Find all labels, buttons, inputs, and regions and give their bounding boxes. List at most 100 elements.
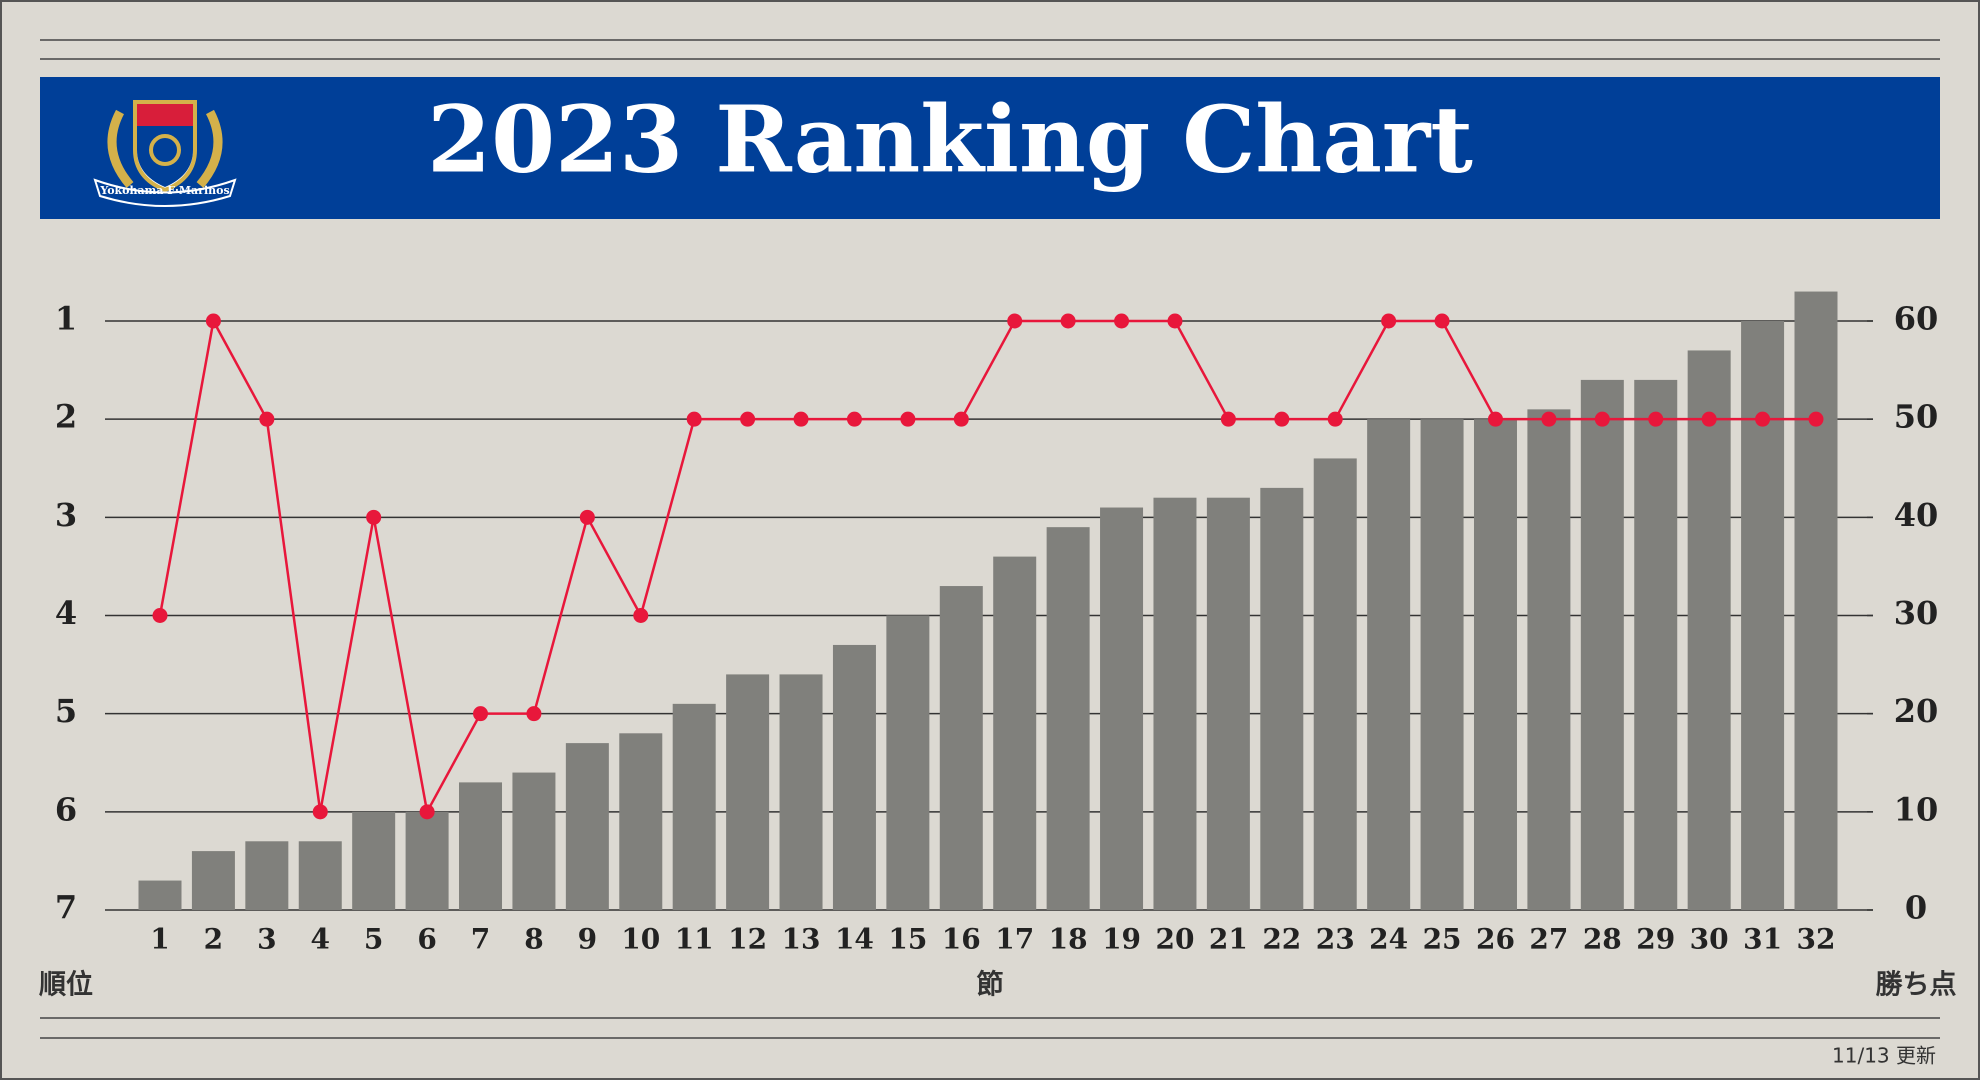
y2-tick-label: 30	[1894, 594, 1939, 632]
point	[1808, 411, 1824, 427]
bar	[779, 674, 823, 910]
x-tick-label: 7	[471, 923, 490, 956]
x-tick-label: 31	[1743, 923, 1782, 956]
y-tick-label: 5	[55, 692, 77, 730]
point	[1487, 411, 1503, 427]
bar	[1046, 527, 1090, 910]
point	[1434, 313, 1450, 329]
x-tick-label: 1	[150, 923, 169, 956]
point	[1114, 313, 1130, 329]
bar	[405, 811, 449, 910]
bar	[565, 743, 609, 910]
y2-tick-label: 60	[1894, 300, 1939, 338]
point	[366, 509, 382, 525]
bar	[1794, 291, 1838, 910]
bar	[512, 772, 556, 910]
x-tick-label: 25	[1423, 923, 1462, 956]
y-tick-label: 4	[55, 594, 77, 632]
logo: Yokohama F·Marinos	[93, 100, 237, 207]
bar	[459, 782, 503, 910]
x-tick-label: 16	[942, 923, 981, 956]
x-tick-label: 26	[1476, 923, 1515, 956]
bar	[1260, 487, 1304, 910]
bar	[1420, 419, 1464, 910]
bar	[191, 851, 235, 910]
y2-tick-label: 0	[1905, 889, 1927, 927]
bar	[298, 841, 342, 910]
y-tick-label: 1	[55, 300, 77, 338]
bar	[1153, 497, 1197, 910]
x-tick-label: 8	[524, 923, 543, 956]
x-tick-label: 12	[728, 923, 767, 956]
bar	[619, 733, 663, 910]
bar	[1100, 507, 1144, 910]
x-tick-label: 21	[1209, 923, 1248, 956]
x-tick-label: 15	[888, 923, 927, 956]
bar	[1527, 409, 1571, 910]
point	[846, 411, 862, 427]
y2-tick-label: 10	[1894, 790, 1939, 828]
point	[1701, 411, 1717, 427]
x-tick-label: 22	[1262, 923, 1301, 956]
x-tick-label: 11	[675, 923, 714, 956]
point	[686, 411, 702, 427]
x-tick-label: 9	[578, 923, 597, 956]
y-axis-label: 順位	[39, 969, 93, 1001]
point	[1220, 411, 1236, 427]
x-tick-label: 3	[257, 923, 276, 956]
x-tick-label: 2	[204, 923, 223, 956]
x-tick-label: 14	[835, 923, 874, 956]
x-tick-label: 17	[995, 923, 1034, 956]
update-note: 11/13 更新	[1832, 1044, 1936, 1068]
chart-title: 2023 Ranking Chart	[427, 86, 1473, 194]
x-tick-label: 30	[1690, 923, 1729, 956]
x-tick-label: 29	[1636, 923, 1675, 956]
bar	[245, 841, 289, 910]
y-tick-label: 2	[55, 398, 77, 436]
bar	[1367, 419, 1411, 910]
x-tick-label: 23	[1316, 923, 1355, 956]
point	[900, 411, 916, 427]
x-axis-label: 節	[977, 969, 1004, 1001]
x-tick-label: 18	[1049, 923, 1088, 956]
point	[793, 411, 809, 427]
x-tick-label: 4	[311, 923, 330, 956]
x-tick-label: 6	[417, 923, 436, 956]
point	[633, 608, 649, 623]
x-tick-label: 5	[364, 923, 383, 956]
point	[1755, 411, 1771, 427]
bar	[1687, 350, 1731, 910]
point	[526, 706, 542, 722]
point	[1060, 313, 1076, 329]
bar	[672, 703, 716, 910]
point	[419, 804, 435, 820]
point	[1594, 411, 1610, 427]
bar	[138, 880, 182, 910]
x-tick-label: 32	[1797, 923, 1836, 956]
point	[1541, 411, 1557, 427]
bar	[352, 811, 396, 910]
bar	[1580, 379, 1624, 910]
bar	[1634, 379, 1678, 910]
point	[1327, 411, 1343, 427]
y2-tick-label: 20	[1894, 692, 1939, 730]
y-tick-label: 3	[55, 496, 77, 534]
bar	[1741, 321, 1785, 910]
x-tick-label: 20	[1155, 923, 1194, 956]
point	[473, 706, 489, 722]
y-tick-label: 6	[55, 790, 77, 828]
bar	[1206, 497, 1250, 910]
bar	[726, 674, 770, 910]
y2-tick-label: 50	[1894, 398, 1939, 436]
bar	[832, 644, 876, 910]
point	[259, 411, 275, 427]
x-tick-label: 19	[1102, 923, 1141, 956]
bar	[939, 586, 983, 910]
bar	[886, 615, 930, 910]
x-tick-label: 28	[1583, 923, 1622, 956]
x-tick-label: 13	[782, 923, 821, 956]
point	[1007, 313, 1023, 329]
y2-tick-label: 40	[1894, 496, 1939, 534]
point	[1381, 313, 1397, 329]
